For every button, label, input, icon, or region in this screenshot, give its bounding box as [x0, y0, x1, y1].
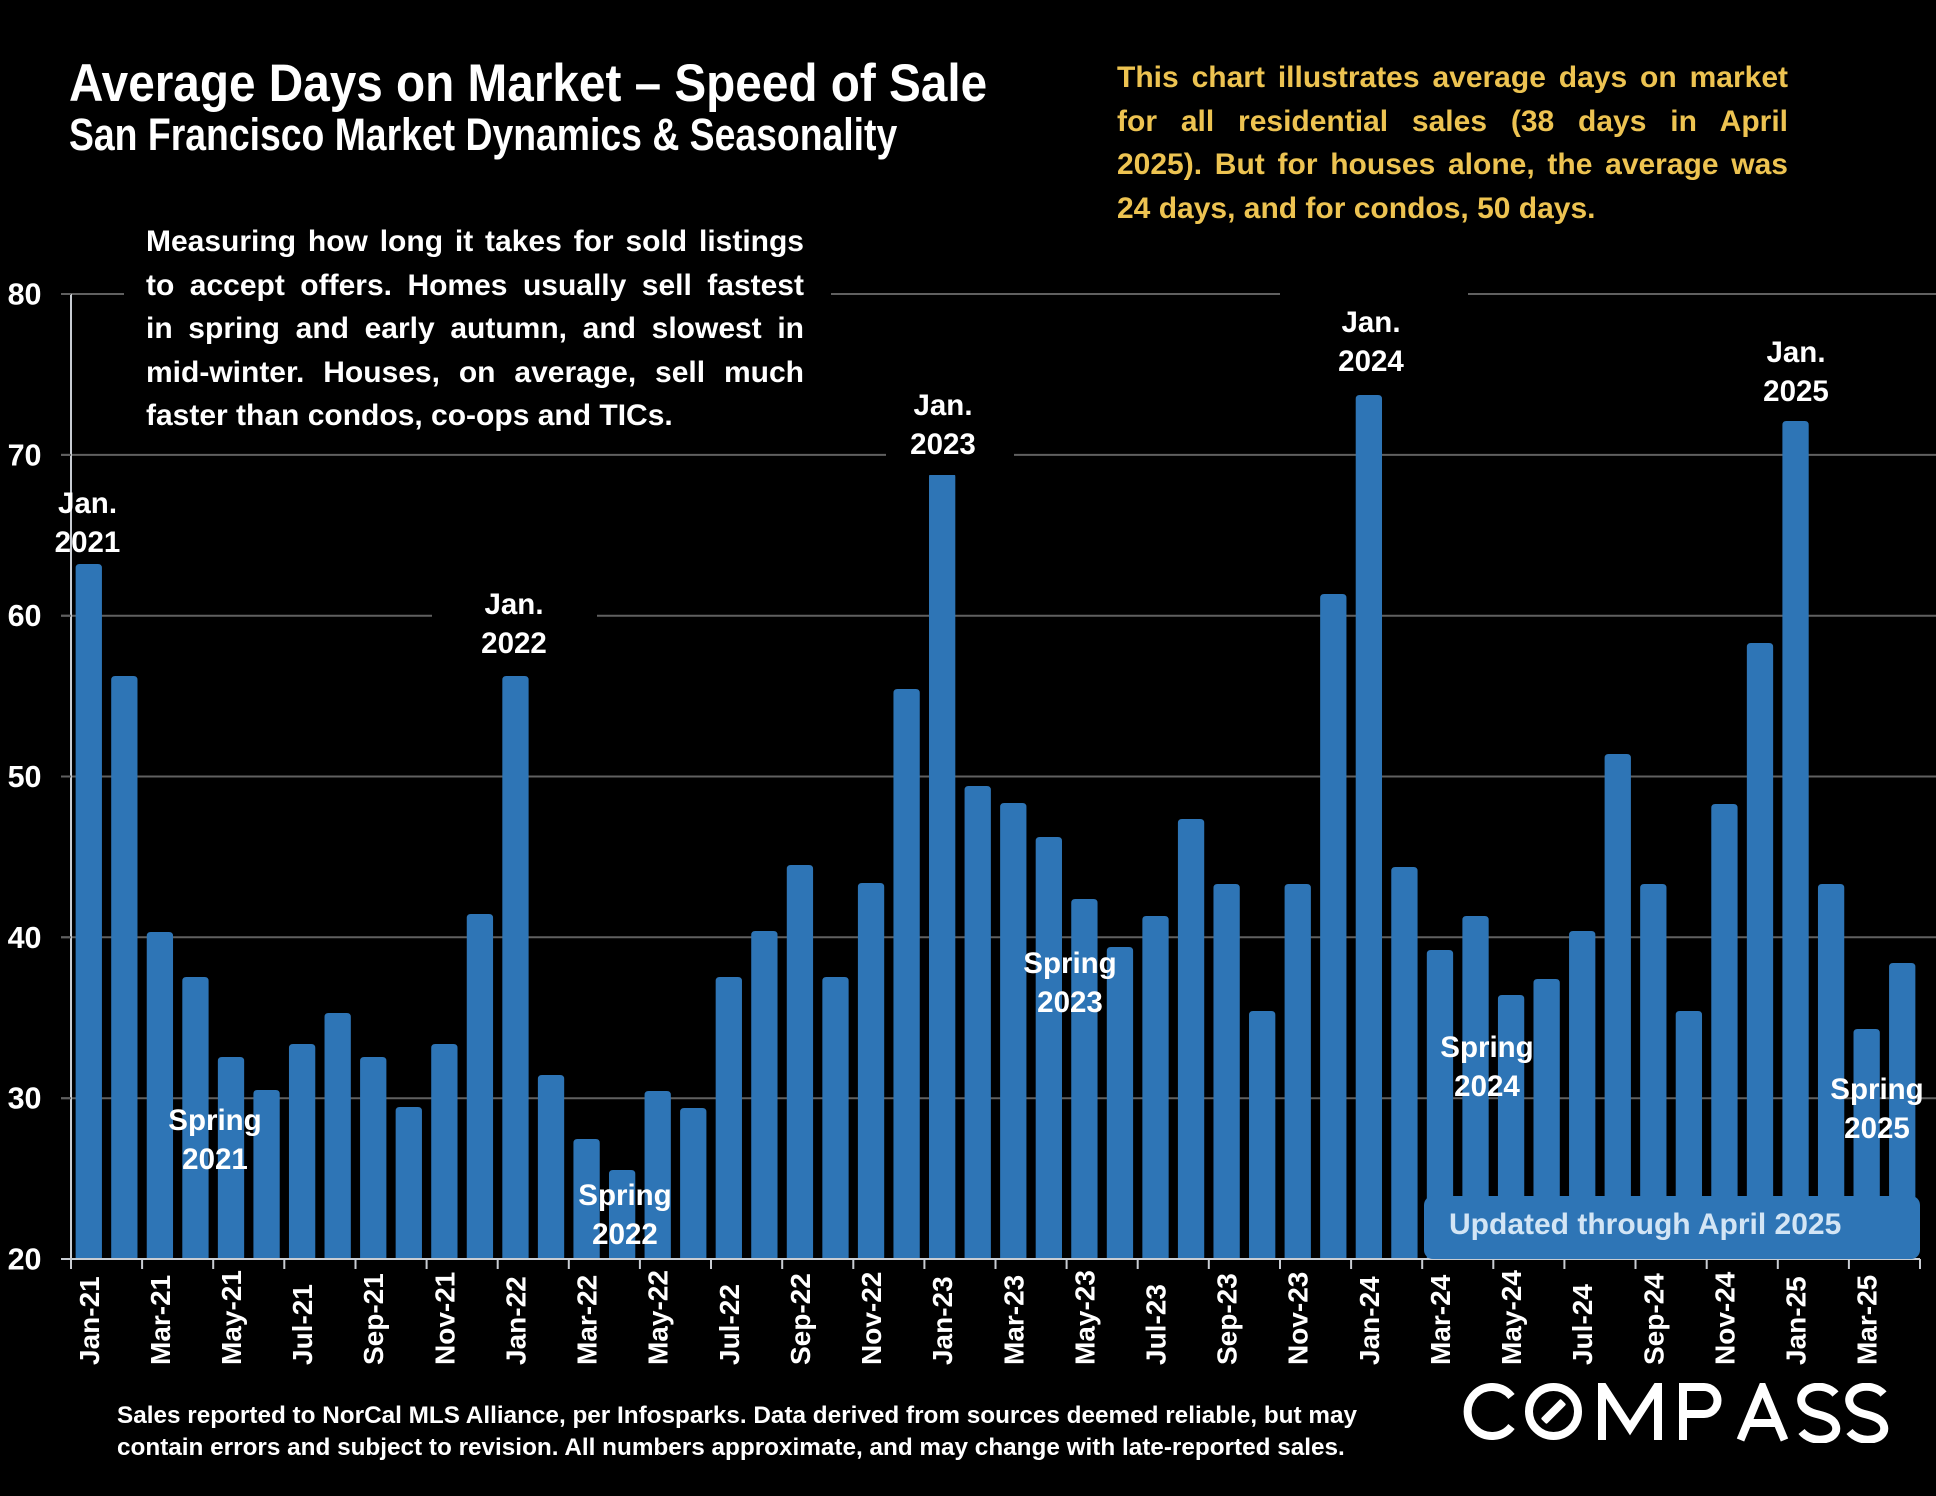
svg-text:Mar-24: Mar-24	[1425, 1274, 1456, 1365]
svg-text:50: 50	[8, 760, 42, 794]
svg-text:Mar-21: Mar-21	[145, 1275, 176, 1365]
svg-text:60: 60	[8, 599, 42, 633]
svg-text:20: 20	[8, 1243, 42, 1277]
svg-text:May-24: May-24	[1496, 1270, 1527, 1365]
svg-text:Nov-21: Nov-21	[429, 1272, 460, 1365]
svg-text:Nov-24: Nov-24	[1709, 1271, 1740, 1365]
svg-text:Nov-22: Nov-22	[856, 1272, 887, 1365]
svg-text:Jan-21: Jan-21	[74, 1276, 105, 1365]
svg-text:Jul-23: Jul-23	[1141, 1284, 1172, 1365]
svg-text:Jul-22: Jul-22	[714, 1284, 745, 1365]
svg-text:Mar-23: Mar-23	[998, 1275, 1029, 1365]
svg-text:30: 30	[8, 1082, 42, 1116]
svg-text:Sep-23: Sep-23	[1212, 1273, 1243, 1365]
svg-text:Jan-24: Jan-24	[1354, 1276, 1385, 1365]
svg-text:40: 40	[8, 921, 42, 955]
svg-text:80: 80	[8, 278, 42, 312]
svg-text:Mar-25: Mar-25	[1852, 1275, 1883, 1365]
svg-text:Mar-22: Mar-22	[572, 1275, 603, 1365]
svg-text:Jan-22: Jan-22	[501, 1276, 532, 1365]
svg-text:Sep-24: Sep-24	[1638, 1273, 1669, 1365]
svg-text:70: 70	[8, 438, 42, 472]
svg-text:Jan-25: Jan-25	[1781, 1276, 1812, 1365]
svg-text:Sep-21: Sep-21	[358, 1273, 389, 1365]
svg-text:Jul-21: Jul-21	[287, 1284, 318, 1365]
svg-text:May-21: May-21	[216, 1270, 247, 1365]
svg-text:Jul-24: Jul-24	[1567, 1284, 1598, 1365]
svg-text:Jan-23: Jan-23	[927, 1276, 958, 1365]
svg-text:May-22: May-22	[643, 1270, 674, 1365]
svg-text:May-23: May-23	[1069, 1270, 1100, 1365]
svg-text:Nov-23: Nov-23	[1283, 1272, 1314, 1365]
svg-text:Sep-22: Sep-22	[785, 1273, 816, 1365]
